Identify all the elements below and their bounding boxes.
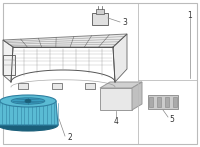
Bar xyxy=(100,88,132,110)
Text: 5: 5 xyxy=(169,115,174,123)
Ellipse shape xyxy=(11,98,45,104)
Ellipse shape xyxy=(0,119,58,131)
Polygon shape xyxy=(132,82,142,110)
Text: 3: 3 xyxy=(122,17,127,26)
Text: 4: 4 xyxy=(114,117,118,126)
Bar xyxy=(92,13,108,25)
Bar xyxy=(157,97,161,107)
Bar xyxy=(148,95,178,109)
Polygon shape xyxy=(113,34,127,82)
Bar xyxy=(3,55,15,75)
Polygon shape xyxy=(0,101,58,125)
Bar xyxy=(85,83,95,89)
Ellipse shape xyxy=(0,95,56,107)
Bar xyxy=(18,83,28,89)
Text: 2: 2 xyxy=(67,132,72,142)
Polygon shape xyxy=(100,82,142,88)
Ellipse shape xyxy=(25,99,31,103)
Bar xyxy=(149,97,153,107)
Text: 1: 1 xyxy=(188,10,192,20)
Bar xyxy=(165,97,169,107)
Bar xyxy=(96,9,104,14)
Bar xyxy=(52,83,62,89)
Polygon shape xyxy=(3,40,13,82)
Bar xyxy=(173,97,177,107)
Polygon shape xyxy=(3,34,127,47)
